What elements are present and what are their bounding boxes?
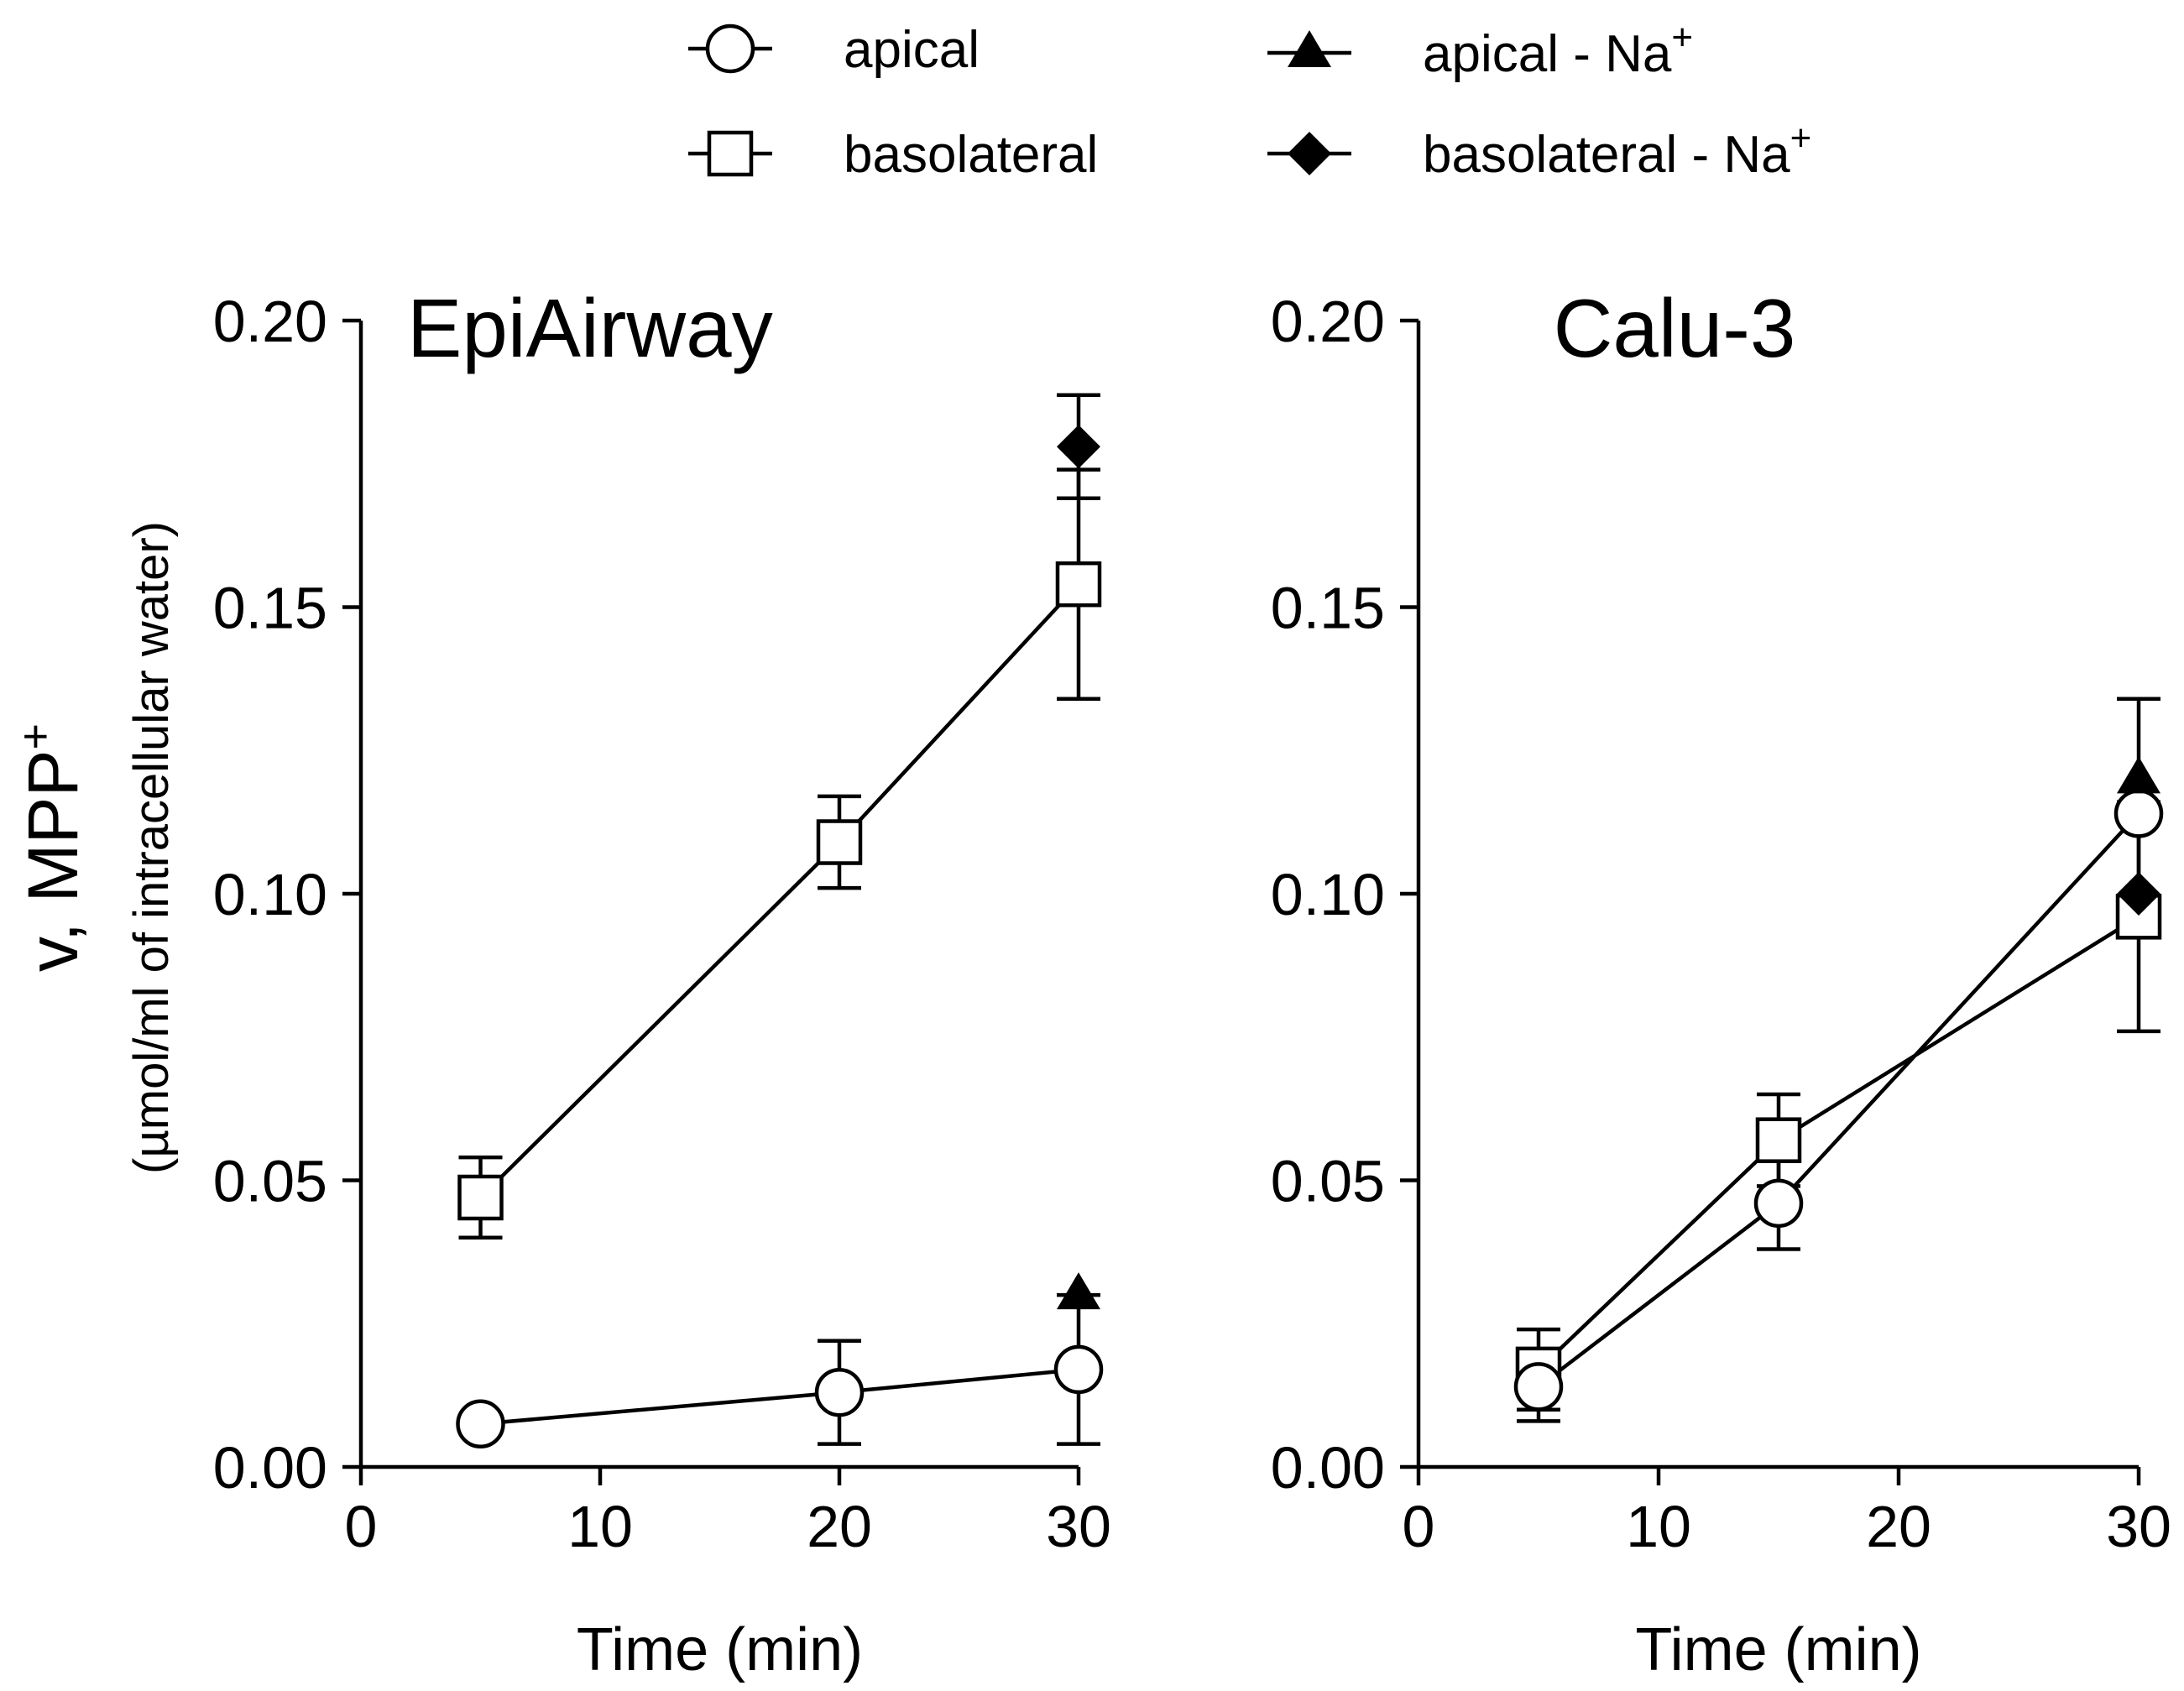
legend-marker-apical [705,23,755,74]
y-axis-sublabel: (µmol/ml of intracellular water) [124,521,179,1174]
point-apical-calu3 [1513,1362,1564,1412]
panel-title-epiairway: EpiAirway [407,282,773,374]
y-tick-label-calu3: 0.20 [1271,289,1385,354]
point-apical-epiairway [1053,1344,1104,1395]
panel-title-calu3: Calu-3 [1554,282,1796,374]
y-tick-label-calu3: 0.10 [1271,862,1385,927]
legend-label-basolateral-na: basolateral - Na+ [1423,117,1811,184]
y-tick-label-calu3: 0.15 [1271,576,1385,641]
point-basolateral-na-calu3 [2117,872,2160,916]
x-tick-label-calu3: 30 [2106,1494,2171,1559]
legend-label-apical: apical [844,21,980,79]
point-basolateral-calu3 [1755,1117,1802,1163]
point-apical-calu3 [2113,789,2164,838]
series-line-basolateral-epiairway [478,582,1080,1199]
y-tick-label-epiairway: 0.20 [213,289,327,354]
legend-marker-apical-na [1288,30,1331,67]
y-tick-label-epiairway: 0.10 [213,862,327,927]
point-basolateral-epiairway [816,819,863,865]
legend-marker-basolateral [707,130,754,177]
series-line-apical-epiairway [480,1367,1079,1427]
x-tick-label-calu3: 20 [1866,1494,1931,1559]
y-tick-label-calu3: 0.00 [1271,1435,1385,1501]
point-basolateral-epiairway [457,1174,504,1221]
series-line-basolateral-calu3 [1537,915,2140,1371]
point-basolateral-na-epiairway [1057,425,1100,469]
y-tick-label-epiairway: 0.00 [213,1435,327,1501]
legend-label-apical-na: apical - Na+ [1423,17,1693,83]
y-tick-label-epiairway: 0.05 [213,1149,327,1214]
x-tick-label-epiairway: 10 [567,1494,633,1559]
x-axis-label-epiairway: Time (min) [577,1616,863,1683]
x-tick-label-epiairway: 0 [345,1494,378,1559]
point-apical-na-calu3 [2117,756,2160,794]
panel-calu3: 0.00 0.05 0.10 0.15 0.20 0 10 20 30 Time (min) Cal… [1271,282,2171,1683]
point-apical-epiairway [814,1367,865,1417]
x-tick-label-epiairway: 20 [807,1494,872,1559]
point-apical-na-epiairway [1057,1272,1100,1310]
y-tick-label-epiairway: 0.15 [213,576,327,641]
point-basolateral-epiairway [1055,561,1102,608]
point-apical-calu3 [1753,1178,1804,1229]
y-tick-label-calu3: 0.05 [1271,1149,1385,1214]
x-tick-label-calu3: 0 [1403,1494,1435,1559]
legend-marker-basolateral-na [1288,132,1331,175]
series-line-apical-calu3 [1537,812,2140,1389]
legend: apical basolateral apical - Na+ basolateral… [688,17,1811,184]
x-tick-label-calu3: 10 [1626,1494,1691,1559]
x-tick-label-epiairway: 30 [1046,1494,1111,1559]
panel-epiairway: 0.00 0.05 0.10 0.15 0.20 0 10 20 30 Time (min) Epi… [213,282,1111,1683]
x-axis-label-calu3: Time (min) [1635,1616,1921,1683]
point-apical-epiairway [456,1399,505,1449]
y-axis-label: v, MPP+ [10,723,92,972]
legend-label-basolateral: basolateral [844,126,1098,184]
